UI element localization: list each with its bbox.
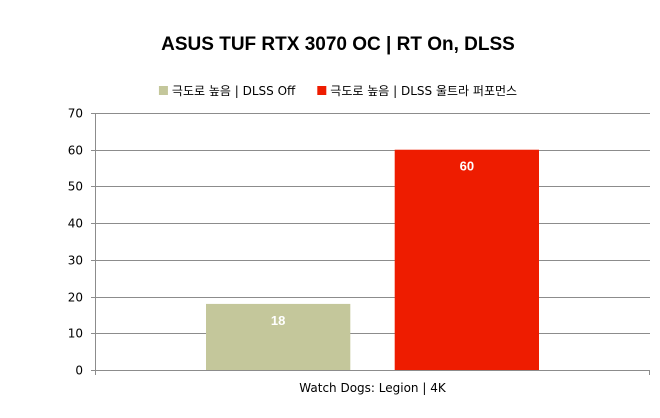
legend-swatch (158, 86, 168, 95)
x-axis: Watch Dogs: Legion | 4K (95, 370, 650, 395)
y-tick-label: 0 (75, 364, 83, 378)
legend-label: 극도로 높음 | DLSS Off (172, 84, 296, 98)
legend-item: 극도로 높음 | DLSS 울트라 퍼포먼스 (317, 84, 517, 98)
chart-title: ASUS TUF RTX 3070 OC | RT On, DLSS (161, 34, 515, 55)
bar (394, 149, 539, 370)
y-tick-label: 60 (68, 144, 83, 158)
legend-label: 극도로 높음 | DLSS 울트라 퍼포먼스 (330, 84, 517, 98)
legend-item: 극도로 높음 | DLSS Off (158, 84, 296, 98)
gridlines (95, 113, 650, 334)
y-tick-label: 50 (68, 180, 83, 194)
y-tick-label: 20 (68, 291, 83, 305)
y-tick-label: 40 (68, 217, 83, 231)
bar (206, 303, 351, 370)
legend-swatch (317, 86, 327, 95)
y-tick-label: 70 (68, 107, 83, 121)
x-tick-label: Watch Dogs: Legion | 4K (299, 381, 447, 395)
data-label: 60 (460, 159, 474, 174)
y-axis: 0 10 20 30 40 50 60 70 (68, 107, 96, 378)
y-tick-label: 30 (68, 254, 83, 268)
y-tick-label: 10 (68, 327, 83, 341)
legend: 극도로 높음 | DLSS Off 극도로 높음 | DLSS 울트라 퍼포먼스 (158, 84, 517, 98)
data-label: 18 (271, 313, 285, 328)
